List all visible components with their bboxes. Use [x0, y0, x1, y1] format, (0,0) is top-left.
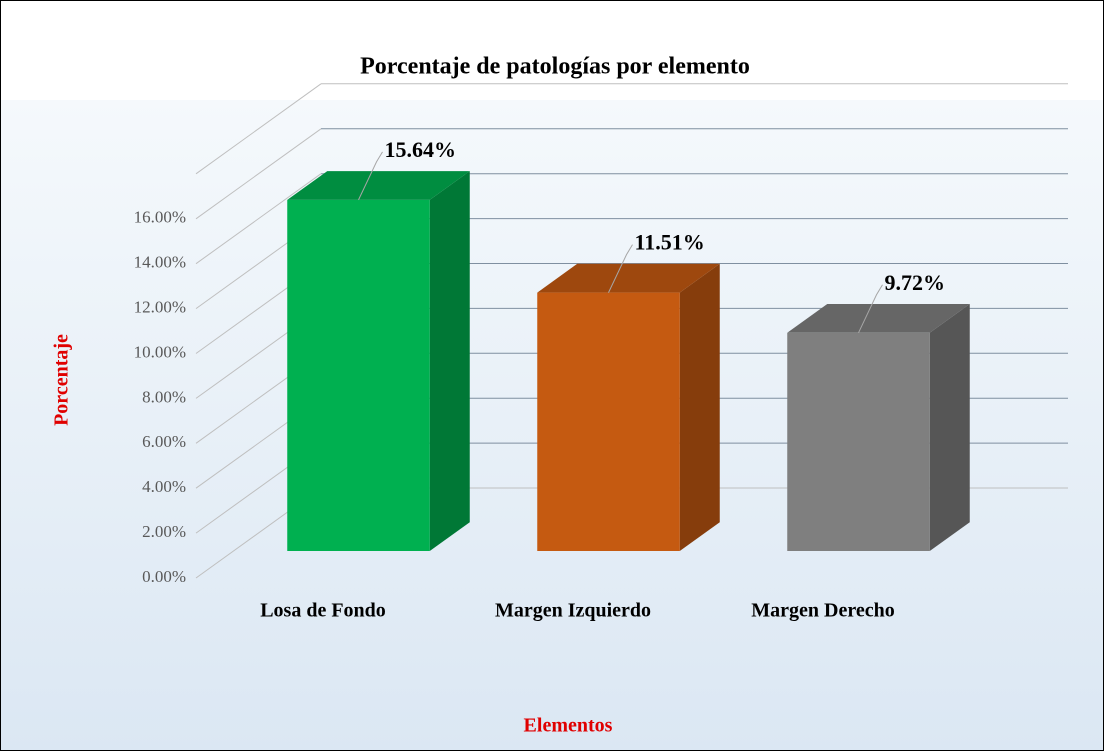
bar-top: [787, 303, 970, 333]
bar: [537, 292, 680, 551]
x-axis-label: Elementos: [524, 715, 613, 737]
y-tick-label: 0.00%: [142, 567, 186, 586]
bar-side: [929, 303, 970, 551]
data-label: 15.64%: [385, 137, 457, 162]
x-tick-label: Margen Derecho: [751, 600, 894, 622]
bar-side: [429, 171, 470, 551]
y-tick-label: 6.00%: [142, 432, 186, 451]
bar-top: [537, 263, 720, 293]
x-tick-label: Losa de Fondo: [260, 600, 386, 622]
bar: [787, 332, 930, 551]
grid-line-diagonal: [195, 173, 322, 265]
x-tick-label: Margen Izquierdo: [495, 600, 651, 622]
y-tick-label: 10.00%: [134, 342, 186, 361]
y-tick-label: 4.00%: [142, 477, 186, 496]
bar: [287, 199, 430, 551]
y-tick-label: 8.00%: [142, 387, 186, 406]
top-back-line: [195, 83, 322, 175]
label-leader: [608, 244, 633, 293]
data-label: 9.72%: [885, 270, 946, 295]
y-tick-label: 16.00%: [134, 208, 186, 227]
y-tick-label: 2.00%: [142, 522, 186, 541]
y-tick-label: 14.00%: [134, 253, 186, 272]
y-tick-label: 12.00%: [134, 298, 186, 317]
bar-side: [679, 263, 720, 551]
bar-top: [287, 171, 470, 200]
y-axis-label: Porcentaje: [51, 334, 73, 426]
chart-title: Porcentaje de patologías por elemento: [360, 54, 750, 80]
data-label: 11.51%: [635, 230, 705, 255]
grid-line-diagonal: [195, 128, 322, 220]
label-leader: [358, 151, 383, 201]
label-leader: [858, 284, 883, 334]
